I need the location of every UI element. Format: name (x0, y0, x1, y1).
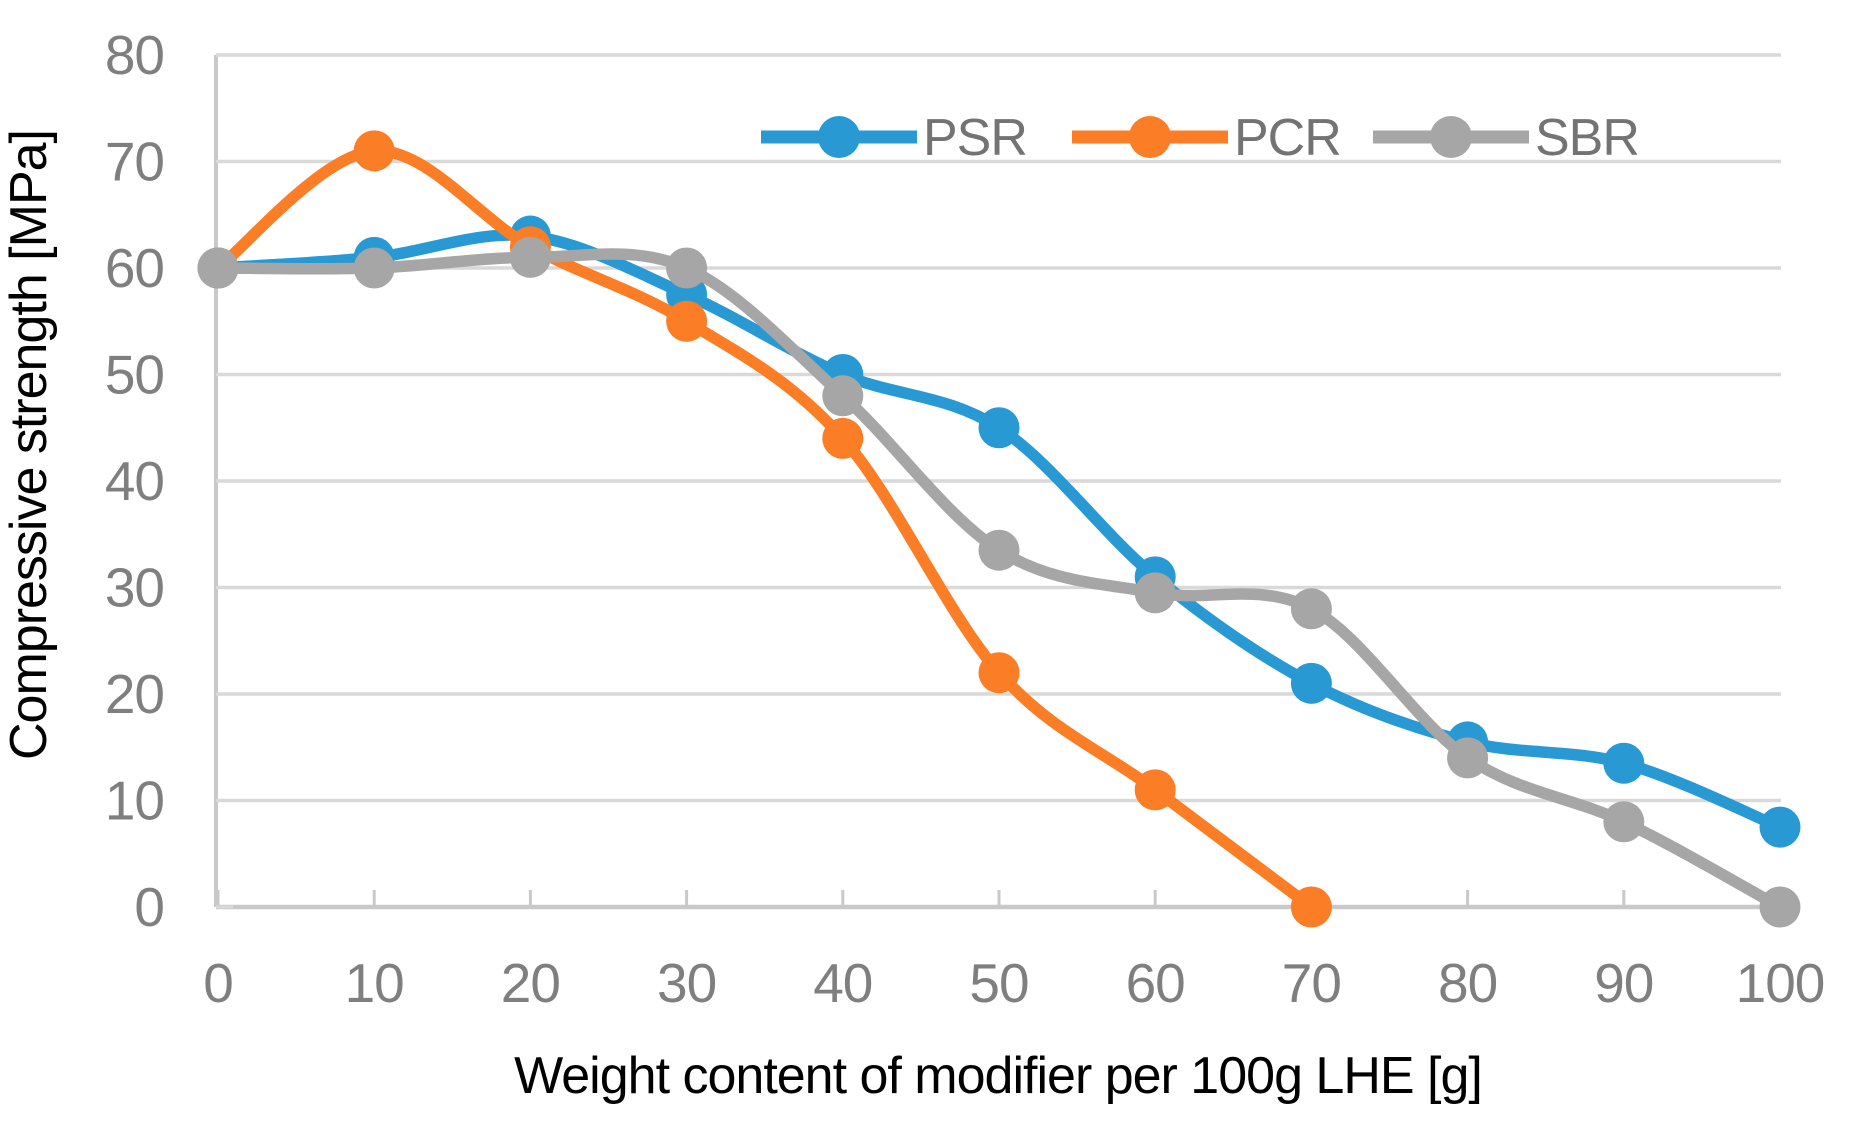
x-tick-label-100: 100 (1736, 952, 1825, 1014)
legend-label-psr: PSR (923, 109, 1027, 167)
legend-marker-psr (818, 116, 860, 158)
data-point-sbr-x30 (666, 247, 708, 289)
data-point-psr-x100 (1759, 806, 1801, 848)
legend-label-sbr: SBR (1535, 109, 1639, 167)
data-point-sbr-x50 (978, 529, 1020, 571)
legend-marker-sbr (1430, 116, 1472, 158)
data-point-sbr-x80 (1447, 737, 1489, 779)
data-point-sbr-x90 (1603, 801, 1645, 843)
data-point-sbr-x60 (1134, 572, 1176, 614)
legend-item-pcr: PCR (1072, 109, 1342, 167)
y-tick-label-30: 30 (105, 557, 164, 619)
data-point-sbr-x70 (1290, 588, 1332, 630)
x-tick-label-90: 90 (1594, 952, 1653, 1014)
y-tick-label-20: 20 (105, 663, 164, 725)
x-tick-label-30: 30 (657, 952, 716, 1014)
y-tick-label-0: 0 (134, 876, 164, 938)
data-point-sbr-x100 (1759, 886, 1801, 928)
data-point-psr-x50 (978, 407, 1020, 449)
data-point-pcr-x10 (353, 130, 395, 172)
legend-item-psr: PSR (761, 109, 1028, 167)
legend-item-sbr: SBR (1373, 109, 1640, 167)
tick-label-layer: 0 10 20 30 40 50 60 70 80 0 10 20 30 40 50 60 70 80 90 100 (105, 24, 1826, 1014)
y-tick-label-10: 10 (105, 770, 164, 832)
data-point-psr-x70 (1290, 662, 1332, 704)
legend: PSR PCR SBR (761, 109, 1640, 167)
y-tick-label-80: 80 (105, 24, 164, 86)
data-point-pcr-x30 (666, 300, 708, 342)
y-tick-label-60: 60 (105, 237, 164, 299)
data-point-pcr-x40 (822, 417, 864, 459)
data-point-sbr-x40 (822, 375, 864, 417)
axis-layer (214, 53, 1782, 910)
x-tick-label-50: 50 (969, 952, 1028, 1014)
legend-marker-pcr (1129, 116, 1171, 158)
series-layer (197, 130, 1801, 928)
y-tick-label-40: 40 (105, 450, 164, 512)
data-point-sbr-x0 (197, 247, 239, 289)
data-point-pcr-x60 (1134, 769, 1176, 811)
x-tick-label-60: 60 (1126, 952, 1185, 1014)
x-axis-title: Weight content of modifier per 100g LHE … (514, 1047, 1482, 1105)
y-tick-label-70: 70 (105, 131, 164, 193)
data-point-pcr-x50 (978, 652, 1020, 694)
x-tick-label-10: 10 (345, 952, 404, 1014)
y-axis-title: Compressive strength [MPa] (0, 130, 58, 760)
data-point-sbr-x20 (509, 236, 551, 278)
series-line-sbr (212, 248, 1786, 913)
x-tick-label-70: 70 (1282, 952, 1341, 1014)
x-tick-label-0: 0 (203, 952, 233, 1014)
data-point-sbr-x10 (353, 247, 395, 289)
y-tick-label-50: 50 (105, 344, 164, 406)
x-tick-label-80: 80 (1438, 952, 1497, 1014)
legend-label-pcr: PCR (1234, 109, 1341, 167)
x-tick-label-20: 20 (501, 952, 560, 1014)
grid-layer (216, 53, 1781, 803)
x-tick-label-40: 40 (813, 952, 872, 1014)
data-point-psr-x90 (1603, 742, 1645, 784)
data-point-pcr-x70 (1290, 886, 1332, 928)
